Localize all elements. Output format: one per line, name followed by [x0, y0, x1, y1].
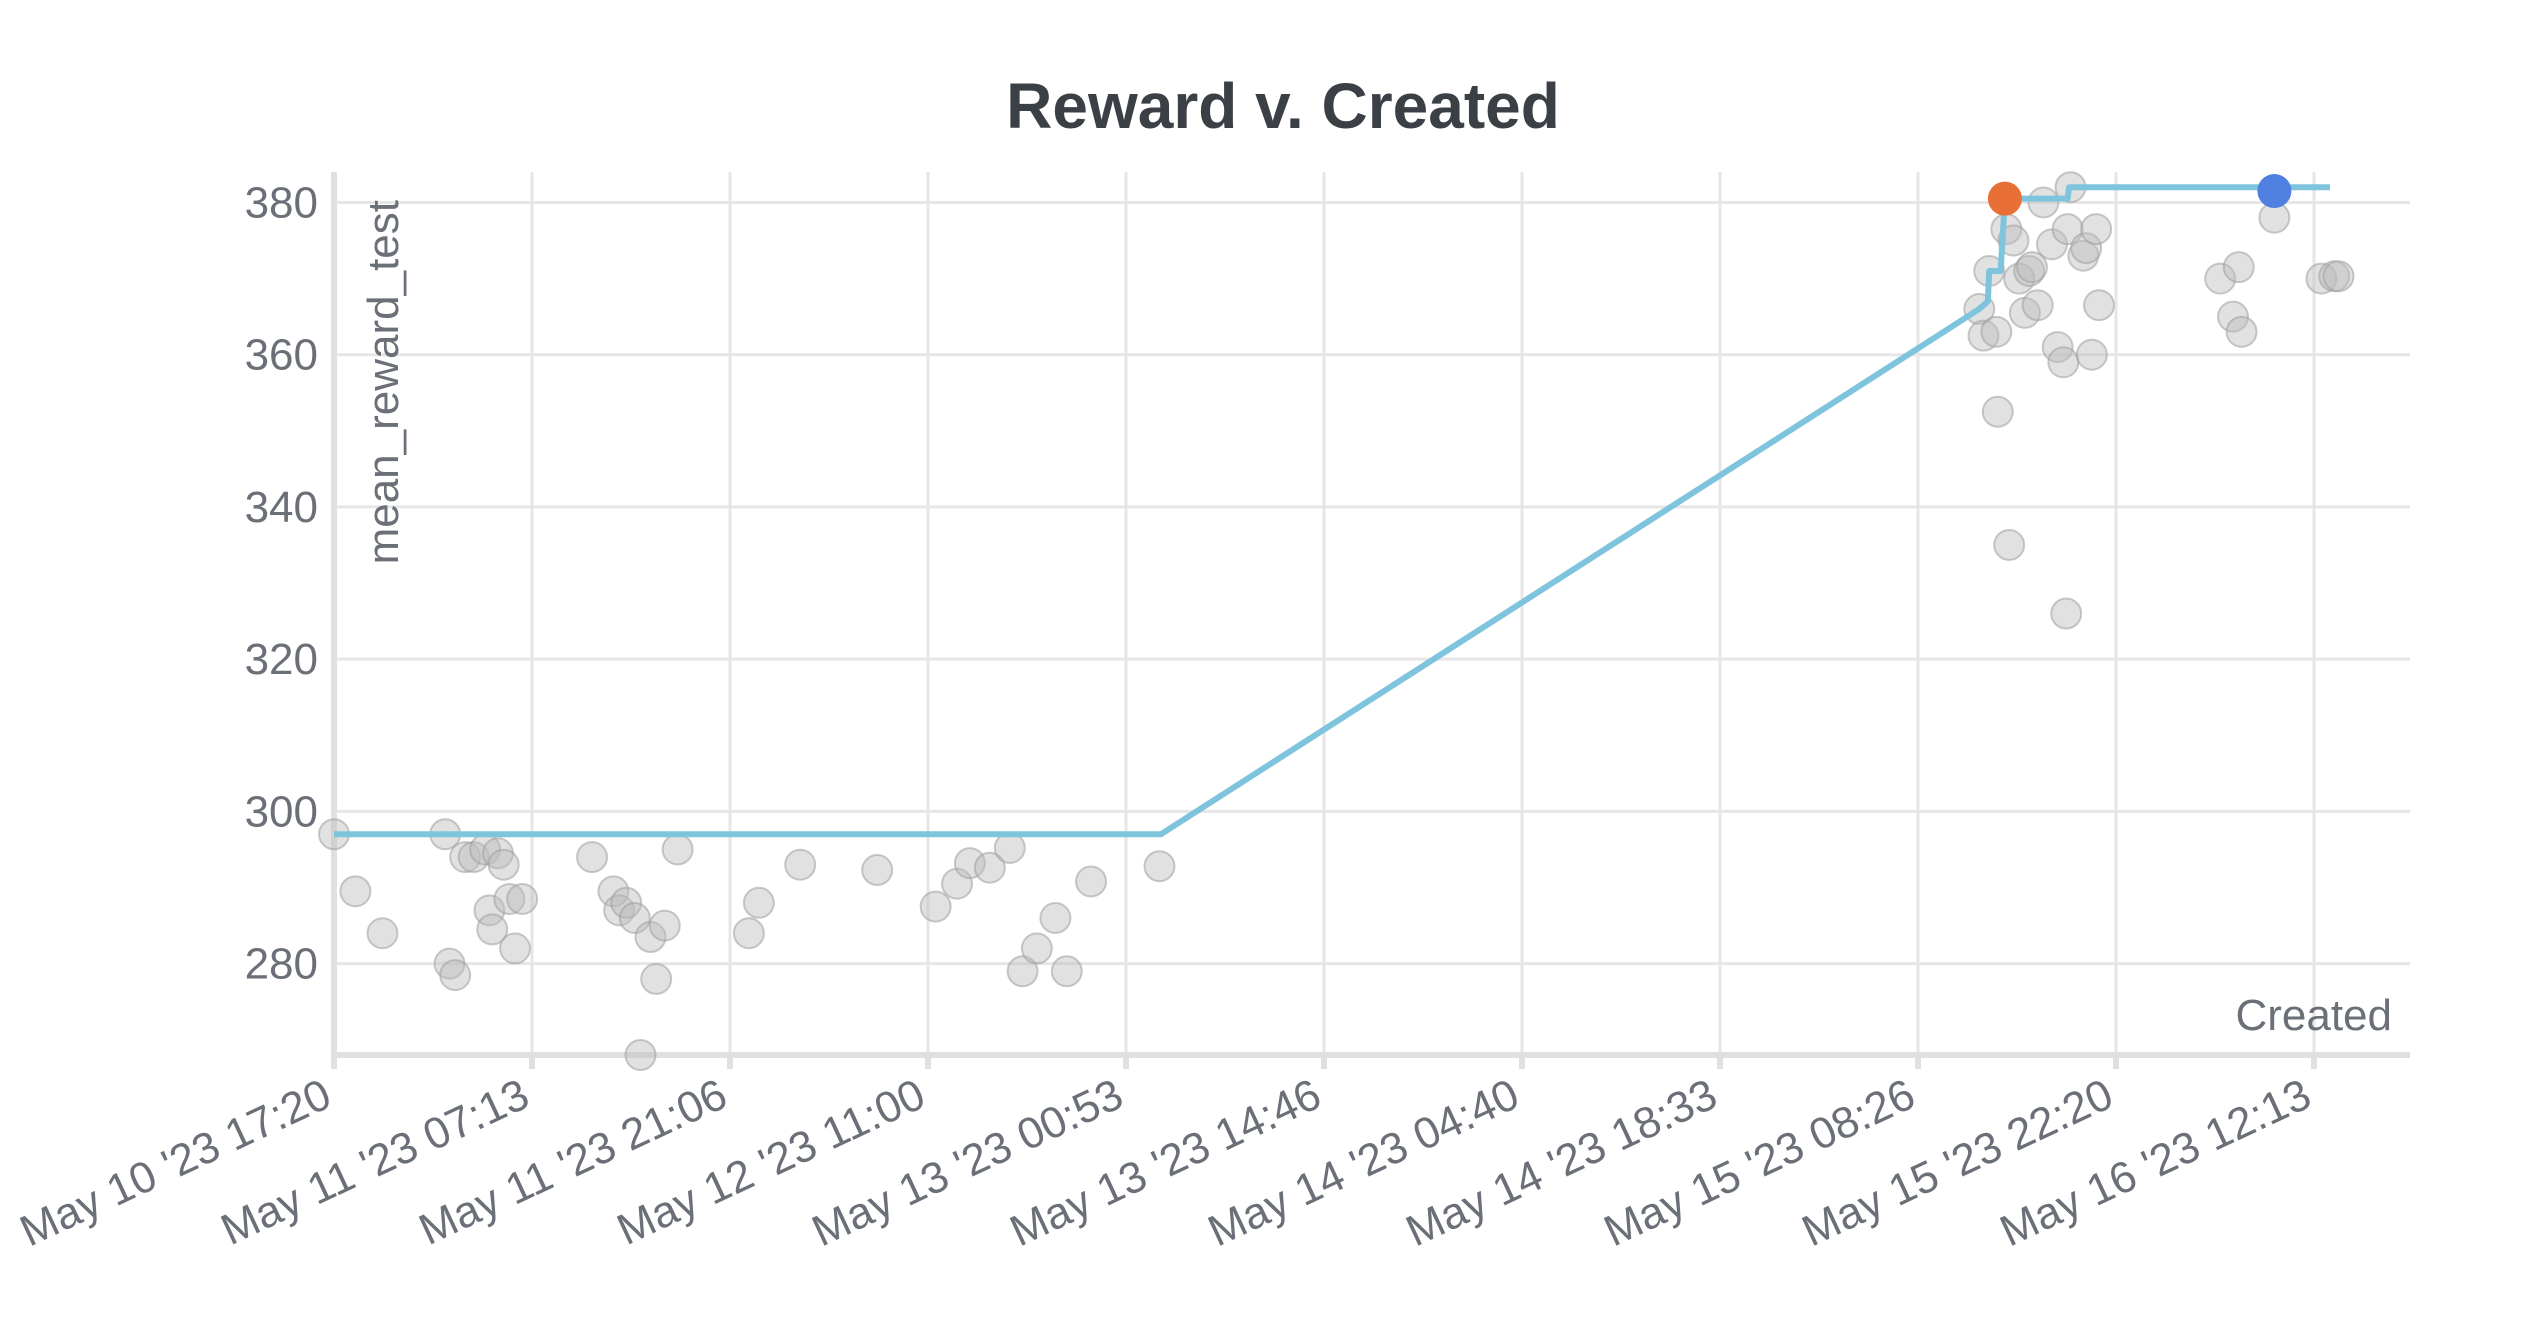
- scatter-point: [1143, 850, 1176, 883]
- scatter-point: [1050, 955, 1083, 988]
- scatter-point: [973, 851, 1006, 884]
- y-tick-label: 360: [245, 331, 318, 380]
- scatter-point: [640, 962, 673, 995]
- scatter-point: [576, 841, 609, 874]
- scatter-point: [732, 917, 765, 950]
- y-tick-label: 340: [245, 483, 318, 532]
- scatter-point: [624, 1039, 657, 1071]
- scatter-point: [2075, 338, 2108, 371]
- scatter-point: [439, 959, 472, 992]
- scatter-point: [2015, 251, 2048, 284]
- scatter-point: [1981, 395, 2014, 428]
- scatter-point: [2204, 262, 2237, 295]
- scatter-point: [2322, 260, 2355, 293]
- scatter-point: [661, 833, 694, 866]
- scatter-point: [861, 854, 894, 887]
- best-marker-blue: [2257, 174, 2292, 209]
- scatter-points: [318, 171, 2355, 1071]
- scatter-point: [1993, 528, 2026, 561]
- axes: [331, 172, 2410, 1069]
- scatter-point: [1020, 932, 1053, 965]
- y-tick-label: 320: [245, 635, 318, 684]
- best-markers: [1987, 174, 2292, 216]
- scatter-point: [449, 841, 482, 874]
- y-axis-label: mean_reward_test: [359, 200, 408, 564]
- x-axis-label: Created: [2235, 991, 2392, 1040]
- scatter-point: [2047, 346, 2080, 379]
- y-tick-label: 300: [245, 787, 318, 836]
- scatter-point: [1967, 319, 2000, 352]
- best-so-far-line: [334, 184, 2330, 838]
- scatter-point: [2050, 597, 2083, 630]
- scatter-point: [2305, 262, 2338, 295]
- scatter-point: [1006, 955, 1039, 988]
- scatter-point: [2083, 289, 2116, 322]
- scatter-point: [784, 848, 817, 881]
- scatter-point: [2070, 232, 2103, 265]
- scatter-point: [499, 932, 532, 965]
- scatter-point: [597, 875, 630, 908]
- grid: [332, 172, 2410, 1055]
- scatter-point: [506, 882, 539, 915]
- scatter-point: [953, 847, 986, 880]
- chart-title: Reward v. Created: [1006, 70, 1560, 142]
- scatter-point: [2222, 251, 2255, 284]
- y-tick-label: 280: [245, 940, 318, 989]
- scatter-point: [919, 890, 952, 923]
- scatter-point: [1039, 901, 1072, 934]
- scatter-point: [648, 909, 681, 942]
- scatter-point: [993, 831, 1026, 864]
- scatter-point: [487, 848, 520, 881]
- best-marker-orange: [1987, 181, 2022, 216]
- scatter-point: [610, 886, 643, 919]
- scatter-point: [2225, 315, 2258, 348]
- scatter-point: [493, 882, 526, 915]
- best-line: [334, 184, 2330, 838]
- scatter-point: [2027, 186, 2060, 219]
- y-tick-label: 380: [245, 178, 318, 227]
- scatter-point: [1980, 315, 2013, 348]
- scatter-point: [2080, 213, 2113, 246]
- scatter-point: [339, 875, 372, 908]
- scatter-point: [366, 917, 399, 950]
- scatter-point: [476, 913, 509, 946]
- scatter-point: [1075, 865, 1108, 898]
- scatter-point: [2021, 289, 2054, 322]
- scatter-point: [1997, 224, 2030, 257]
- scatter-point: [2217, 300, 2250, 333]
- scatter-point: [742, 886, 775, 919]
